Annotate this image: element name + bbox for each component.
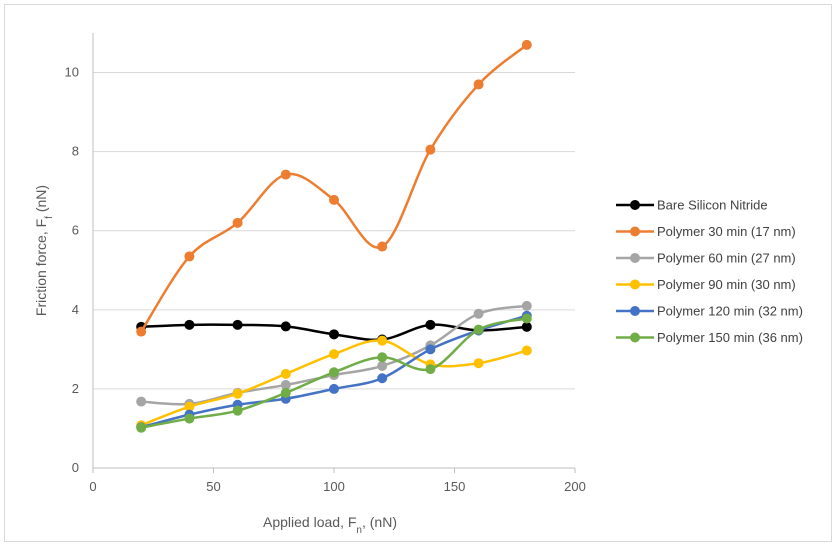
legend-entry: Polymer 120 min (32 nm) (616, 304, 803, 319)
x-tick-label: 200 (564, 479, 586, 494)
y-tick-label: 8 (72, 144, 79, 159)
legend-entry: Polymer 150 min (36 nm) (616, 330, 803, 345)
legend-marker (630, 200, 640, 210)
legend-marker (630, 306, 640, 316)
y-tick-label: 10 (65, 65, 79, 80)
legend-marker (630, 253, 640, 263)
data-point (280, 321, 291, 332)
data-point (329, 367, 339, 378)
data-point (184, 319, 195, 330)
data-point (280, 169, 291, 180)
data-point (473, 79, 484, 90)
data-point (232, 319, 243, 330)
legend-entry: Polymer 30 min (17 nm) (616, 224, 796, 239)
legend-label: Polymer 120 min (32 nm) (657, 304, 803, 319)
data-point (280, 387, 291, 398)
data-point (184, 401, 195, 412)
legend-label: Polymer 30 min (17 nm) (657, 224, 796, 239)
data-point (136, 396, 147, 407)
data-point (329, 194, 339, 205)
data-point (329, 383, 339, 394)
data-point (473, 324, 484, 335)
x-axis-label: Applied load, Fn, (nN) (263, 514, 397, 536)
data-point (280, 379, 291, 390)
data-point (521, 313, 532, 324)
x-tick-label: 50 (206, 479, 220, 494)
legend-label: Bare Silicon Nitride (657, 198, 768, 213)
legend-label: Polymer 90 min (30 nm) (657, 277, 796, 292)
legend-entry: Bare Silicon Nitride (616, 198, 768, 213)
data-point (377, 241, 388, 252)
legend-entry: Polymer 60 min (27 nm) (616, 251, 796, 266)
legend-marker (630, 279, 640, 290)
data-point (184, 413, 195, 424)
data-point (329, 349, 339, 360)
legend-marker (630, 332, 640, 343)
data-point (425, 344, 436, 355)
data-point (136, 422, 147, 433)
series-lines (136, 39, 532, 433)
series-6 (136, 313, 532, 433)
legend: Bare Silicon Nitride Polymer 30 min (17 n… (616, 198, 803, 345)
data-point (377, 335, 388, 346)
y-axis-label: Friction force, Ff (nN) (33, 185, 55, 316)
data-point (377, 360, 388, 371)
data-point (232, 388, 243, 399)
y-tick-label: 6 (72, 223, 79, 238)
y-tick-label: 0 (72, 460, 79, 475)
series-2 (136, 39, 532, 337)
data-point (521, 321, 532, 332)
data-point (425, 319, 436, 330)
axes (92, 33, 576, 473)
legend-label: Polymer 150 min (36 nm) (657, 330, 803, 345)
data-point (136, 326, 147, 337)
x-tick-label: 0 (89, 479, 96, 494)
data-point (232, 405, 243, 416)
data-point (425, 144, 436, 155)
data-point (184, 251, 195, 262)
legend-marker (630, 226, 640, 237)
x-tick-labels: 0 50 100 150 200 (89, 479, 585, 494)
series-line (140, 43, 528, 333)
legend-entry: Polymer 90 min (30 nm) (616, 277, 796, 292)
x-tick-label: 150 (444, 479, 466, 494)
data-point (521, 300, 532, 311)
y-tick-label: 2 (72, 381, 79, 396)
data-point (473, 358, 484, 369)
data-point (377, 352, 388, 363)
gridlines (93, 72, 575, 390)
data-point (232, 217, 243, 228)
data-point (521, 345, 532, 356)
legend-label: Polymer 60 min (27 nm) (657, 251, 796, 266)
data-point (425, 364, 436, 375)
y-tick-labels: 0 2 4 6 8 10 (65, 65, 79, 475)
data-point (280, 368, 291, 379)
y-tick-label: 4 (72, 302, 79, 317)
data-point (377, 373, 388, 384)
data-point (329, 329, 339, 340)
data-point (521, 39, 532, 50)
series-4 (136, 335, 532, 431)
chart-frame (4, 4, 832, 542)
data-point (473, 308, 484, 319)
x-tick-label: 100 (323, 479, 345, 494)
